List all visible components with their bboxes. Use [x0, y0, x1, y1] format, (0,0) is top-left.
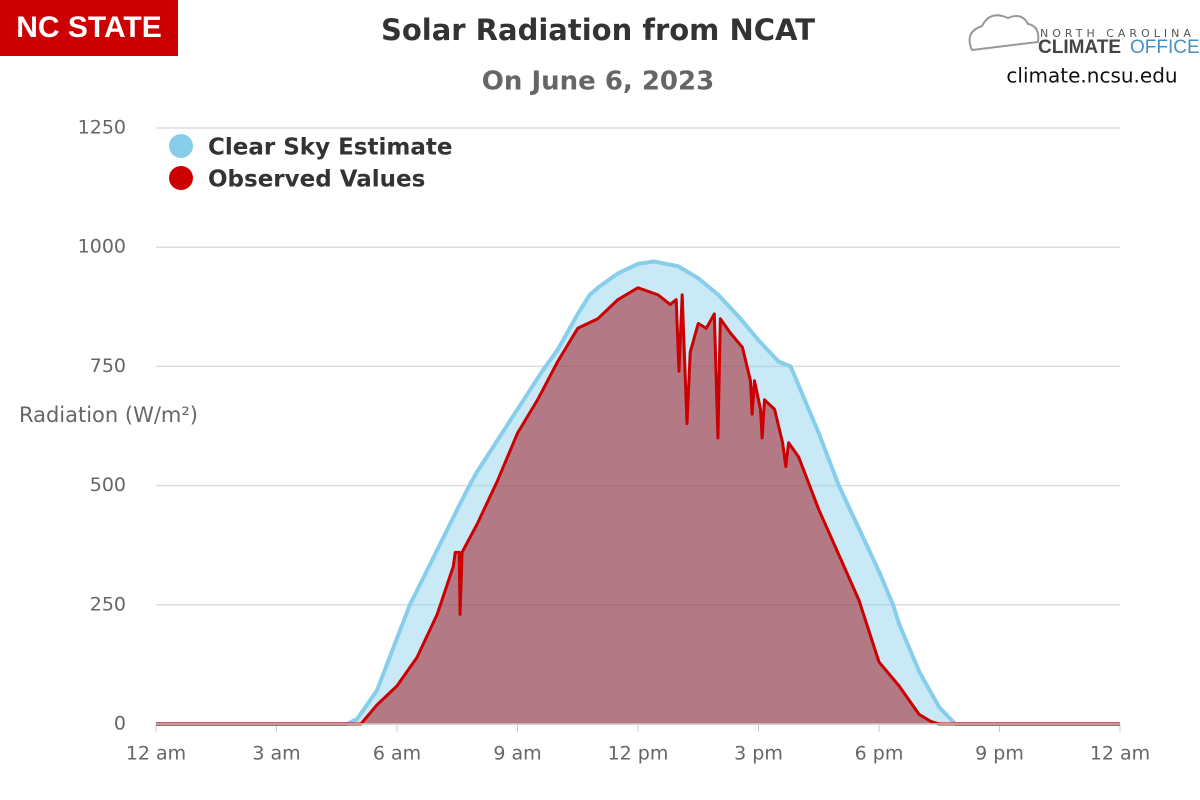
logo-cloud	[968, 14, 1040, 52]
legend-marker	[169, 134, 193, 158]
x-tick-label: 6 am	[373, 743, 421, 765]
x-tick-label: 9 am	[493, 743, 541, 765]
logo-box	[0, 0, 178, 56]
y-tick-label: 1000	[78, 236, 126, 258]
y-tick-label: 500	[90, 474, 126, 496]
logo-light: OFFICE	[1130, 37, 1200, 58]
x-tick-label: 9 pm	[975, 743, 1024, 765]
y-tick-label: 0	[114, 713, 126, 735]
series-line	[156, 286, 1120, 726]
legend-marker	[169, 166, 193, 190]
series-area	[156, 287, 1120, 724]
y-tick-label: 250	[90, 593, 126, 615]
x-tick-label: 3 pm	[734, 743, 783, 765]
y-tick-label: 1250	[78, 117, 126, 139]
legend-label: Clear Sky Estimate	[208, 135, 452, 161]
y-tick-label: 750	[90, 355, 126, 377]
x-tick-label: 12 pm	[608, 743, 669, 765]
chart-subtitle: On June 6, 2023	[482, 67, 714, 97]
legend-label: Observed Values	[208, 167, 425, 193]
logo-url: climate.ncsu.edu	[1006, 64, 1177, 88]
logo-bold: CLIMATE	[1038, 37, 1121, 58]
x-tick-label: 3 am	[252, 743, 300, 765]
y-axis-label: Radiation (W/m²)	[19, 403, 198, 427]
x-tick-label: 12 am	[1090, 743, 1150, 765]
logo-top: NORTH CAROLINA	[1040, 27, 1195, 40]
x-tick-label: 12 am	[126, 743, 186, 765]
chart-title: Solar Radiation from NCAT	[381, 13, 815, 47]
x-tick-label: 6 pm	[855, 743, 904, 765]
series-line	[156, 259, 1120, 726]
logo-text: NC STATE	[16, 11, 162, 44]
